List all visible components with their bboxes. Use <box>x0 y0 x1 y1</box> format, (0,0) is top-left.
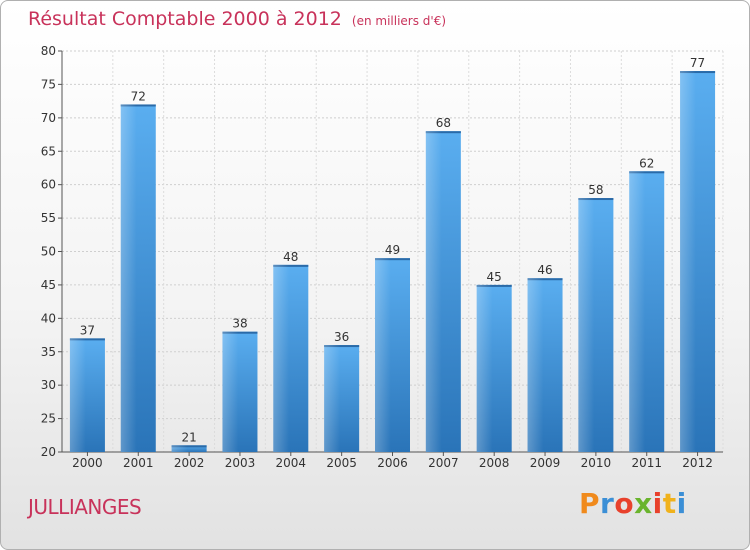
y-tick-label: 55 <box>41 211 56 225</box>
logo-letter: o <box>614 487 635 520</box>
logo-letter: i <box>676 487 687 520</box>
bar-highlight <box>273 264 290 452</box>
x-tick-label: 2009 <box>530 456 561 470</box>
x-tick-label: 2001 <box>123 456 154 470</box>
bar-top-edge <box>375 258 410 261</box>
bar-value-label: 45 <box>487 270 502 284</box>
x-tick-label: 2012 <box>682 456 713 470</box>
bar-top-edge <box>629 171 665 174</box>
bar-highlight <box>69 338 86 452</box>
logo-letter: x <box>634 487 653 520</box>
y-tick-label: 45 <box>41 278 56 292</box>
bar-value-label: 21 <box>181 430 196 444</box>
y-tick-label: 50 <box>41 245 56 259</box>
bar-value-label: 72 <box>131 89 146 103</box>
y-tick-label: 40 <box>41 311 56 325</box>
bar-value-label: 68 <box>436 116 451 130</box>
bar-top-edge <box>120 104 156 107</box>
y-tick-label: 20 <box>41 445 56 459</box>
x-tick-label: 2003 <box>225 456 256 470</box>
bar-top-edge <box>476 284 512 287</box>
bar-top-edge <box>171 445 207 448</box>
y-tick-label: 60 <box>41 178 56 192</box>
bar-highlight <box>578 198 595 452</box>
bar-top-edge <box>324 345 360 348</box>
bar-top-edge <box>273 264 309 267</box>
bar-highlight <box>629 171 645 453</box>
logo-letter: i <box>652 487 663 520</box>
x-tick-label: 2005 <box>326 456 357 470</box>
y-tick-label: 75 <box>41 77 56 91</box>
bar-highlight <box>324 345 340 452</box>
x-tick-label: 2004 <box>276 456 307 470</box>
logo-letter: t <box>662 487 677 520</box>
title-row: Résultat Comptable 2000 à 2012 (en millie… <box>28 8 446 30</box>
bar-value-label: 36 <box>334 330 349 344</box>
bar-top-edge <box>69 338 105 341</box>
commune-name: JULLIANGES <box>28 495 142 519</box>
bar-highlight <box>171 445 188 452</box>
bar-value-label: 62 <box>639 156 654 170</box>
labels: 20 25 30 35 40 45 50 55 60 65 70 75 80 37 2000 72 2001 21… <box>41 44 713 470</box>
x-tick-label: 2008 <box>479 456 510 470</box>
bar-highlight <box>425 131 442 452</box>
bar-value-label: 48 <box>283 250 298 264</box>
x-tick-label: 2000 <box>72 456 103 470</box>
x-tick-label: 2007 <box>428 456 459 470</box>
bar-top-edge <box>680 71 716 74</box>
logo-letter: r <box>600 487 615 520</box>
y-tick-label: 25 <box>41 412 56 426</box>
chart-title: Résultat Comptable 2000 à 2012 <box>28 8 342 30</box>
bar-top-edge <box>425 131 461 134</box>
bar-highlight <box>375 258 391 452</box>
proxiti-logo: Proxiti <box>579 487 687 520</box>
x-tick-label: 2002 <box>174 456 205 470</box>
y-tick-label: 70 <box>41 111 56 125</box>
bar-value-label: 38 <box>232 317 247 331</box>
bar-value-label: 37 <box>80 323 95 337</box>
bar-value-label: 77 <box>690 56 705 70</box>
x-tick-label: 2011 <box>631 456 662 470</box>
bar-top-edge <box>578 198 614 201</box>
bar-highlight <box>527 278 544 452</box>
y-tick-label: 65 <box>41 144 56 158</box>
x-tick-label: 2010 <box>581 456 612 470</box>
bar-top-edge <box>527 278 563 281</box>
logo-letter: P <box>579 487 601 520</box>
y-tick-label: 30 <box>41 378 56 392</box>
x-tick-label: 2006 <box>377 456 408 470</box>
bar-value-label: 58 <box>588 183 603 197</box>
grid-lines <box>61 50 724 453</box>
bar-highlight <box>476 284 493 452</box>
bar-highlight <box>120 104 137 452</box>
y-tick-label: 35 <box>41 345 56 359</box>
bars <box>69 71 716 453</box>
bar-highlight <box>222 331 239 452</box>
y-tick-label: 80 <box>41 44 56 58</box>
bar-highlight <box>680 71 696 453</box>
bar <box>171 445 207 452</box>
bar-value-label: 49 <box>385 243 400 257</box>
bar-top-edge <box>222 331 258 334</box>
bar-value-label: 46 <box>537 263 552 277</box>
chart-subtitle: (en milliers d'€) <box>351 14 447 28</box>
